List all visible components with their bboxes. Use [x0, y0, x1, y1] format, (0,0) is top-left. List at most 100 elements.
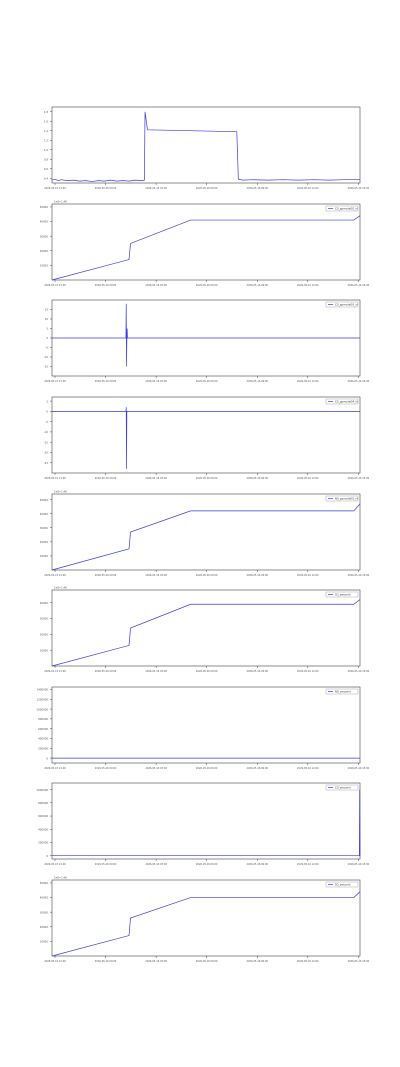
y-tick-label: 0 [46, 410, 48, 414]
x-tick-label: 2026-05-16 15:00 [348, 767, 370, 770]
y-tick-label: -5 [45, 420, 48, 424]
y-tick-label: -10 [44, 430, 49, 434]
x-tick-label: 2026-05-16 00:00 [95, 767, 117, 770]
plot-frame [51, 782, 361, 860]
y-tick-label: 20000 [40, 925, 49, 929]
y-tick-label: 1400000 [36, 688, 48, 692]
legend-box [325, 495, 359, 502]
x-tick-label: 2026-05-16 06:00 [196, 574, 218, 577]
legend-label: CO_sensorid [335, 786, 351, 790]
x-tick-label: 2026-05-16 12:00 [297, 574, 319, 577]
y-tick-label: 400000 [38, 737, 48, 741]
x-tick-label: 2026-05-15 21:00 [44, 187, 66, 190]
legend-label: NO_ppmodel01_id [335, 497, 358, 501]
x-tick-label: 2026-05-16 03:00 [145, 767, 167, 770]
y-tick-label: 800000 [38, 717, 48, 721]
series-line [51, 503, 361, 571]
x-tick-label: 2026-05-16 15:00 [348, 960, 370, 963]
x-tick-label: 2026-05-16 12:00 [297, 380, 319, 383]
y-tick-label: 10000 [40, 264, 49, 268]
chart-panel-1: 0.4 0.6 0.8 1.0 1.2 1.4 1.6 1.8 2026-05-15 21:00… [44, 106, 370, 190]
x-tick-label: 2026-05-15 21:00 [44, 767, 66, 770]
y-tick-label: 40000 [40, 601, 49, 605]
y-tick-label: -10 [44, 355, 49, 359]
chart-panel-2: 10000 20000 30000 40000 50000 2026-05-15 21:0… [40, 200, 370, 288]
x-tick-label: 2026-05-16 00:00 [95, 380, 117, 383]
legend-box [325, 205, 359, 212]
x-tick-label: 2026-05-16 03:00 [145, 574, 167, 577]
series-line [52, 407, 360, 469]
y-tick-label: 50000 [40, 881, 49, 885]
legend-label: CO_ppmodel03_id [335, 303, 358, 307]
x-tick-label: 2026-05-16 06:00 [196, 284, 218, 287]
legend-box [325, 688, 359, 695]
series-line [51, 111, 360, 182]
legend-box [325, 398, 359, 405]
y-tick-label: 30000 [40, 234, 49, 238]
axis-offset-label: 1e9+1.46 [54, 490, 67, 494]
x-tick-label: 2026-05-16 03:00 [145, 187, 167, 190]
chart-panel-8: 0 200000 400000 600000 800000 1000000 2026-05-… [36, 782, 370, 866]
y-tick-label: 20000 [40, 633, 49, 637]
x-tick-label: 2026-05-16 12:00 [297, 767, 319, 770]
x-tick-label: 2026-05-16 06:00 [196, 670, 218, 673]
y-tick-label: 5 [46, 327, 48, 331]
x-tick-label: 2026-05-16 12:00 [297, 477, 319, 480]
axis-offset-label: 1e9+1.46 [54, 876, 67, 880]
y-tick-label: -5 [45, 346, 48, 350]
x-tick-label: 2026-05-16 03:00 [145, 380, 167, 383]
plot-frame [51, 203, 361, 281]
x-tick-label: 2026-05-16 12:00 [297, 284, 319, 287]
x-tick-label: 2026-05-15 21:00 [44, 863, 66, 866]
chart-panel-4: -25 -20 -15 -10 -5 0 5 2026-05-15 21:00 2026-05-… [44, 396, 370, 480]
x-tick-label: 2026-05-16 15:00 [348, 670, 370, 673]
y-tick-label: 0.6 [44, 167, 48, 171]
x-tick-label: 2026-05-15 21:00 [44, 574, 66, 577]
x-tick-label: 2026-05-16 03:00 [145, 863, 167, 866]
y-tick-label: -15 [44, 365, 49, 369]
y-tick-label: 40000 [40, 220, 49, 224]
x-tick-label: 2026-05-16 00:00 [95, 477, 117, 480]
x-tick-label: 2026-05-16 09:00 [246, 863, 268, 866]
x-tick-label: 2026-05-16 12:00 [297, 960, 319, 963]
y-tick-label: 40000 [40, 896, 49, 900]
y-tick-label: 30000 [40, 617, 49, 621]
x-tick-label: 2026-05-16 15:00 [348, 187, 370, 190]
x-tick-label: 2026-05-16 06:00 [196, 767, 218, 770]
y-tick-label: 10 [45, 317, 49, 321]
x-tick-label: 2026-05-16 09:00 [246, 960, 268, 963]
x-tick-label: 2026-05-16 03:00 [145, 477, 167, 480]
x-tick-label: 2026-05-16 12:00 [297, 670, 319, 673]
y-tick-label: 10000 [40, 940, 49, 944]
y-tick-label: 1.0 [44, 148, 48, 152]
x-tick-label: 2026-05-16 03:00 [145, 670, 167, 673]
y-tick-label: 1.4 [44, 129, 48, 133]
series-line [52, 789, 361, 857]
y-tick-label: 1.8 [44, 110, 48, 114]
legend-box [325, 301, 359, 308]
y-tick-label: 30000 [40, 526, 49, 530]
plot-frame [51, 493, 361, 571]
y-tick-label: 1.6 [44, 119, 48, 123]
x-tick-label: 2026-05-16 06:00 [196, 477, 218, 480]
series-line [51, 215, 361, 281]
x-tick-label: 2026-05-16 09:00 [246, 767, 268, 770]
y-tick-label: 1200000 [36, 697, 48, 701]
x-tick-label: 2026-05-16 09:00 [246, 670, 268, 673]
x-tick-label: 2026-05-15 21:00 [44, 477, 66, 480]
x-tick-label: 2026-05-15 21:00 [44, 284, 66, 287]
chart-panel-7: 0 200000 400000 600000 800000 1000000 1200000 1… [36, 686, 370, 770]
axis-offset-label: 1e9+1.46 [54, 586, 67, 590]
x-tick-label: 2026-05-16 12:00 [297, 187, 319, 190]
y-tick-label: 10000 [40, 554, 49, 558]
y-tick-label: 30000 [40, 910, 49, 914]
x-tick-label: 2026-05-16 15:00 [348, 863, 370, 866]
y-tick-label: 600000 [38, 814, 48, 818]
x-tick-label: 2026-05-16 12:00 [297, 863, 319, 866]
legend-label: CO_ppmodel04_id [335, 400, 358, 404]
x-tick-label: 2026-05-16 09:00 [246, 187, 268, 190]
x-tick-label: 2026-05-16 15:00 [348, 574, 370, 577]
y-tick-label: -25 [44, 461, 49, 465]
x-tick-label: 2026-05-16 06:00 [196, 187, 218, 190]
